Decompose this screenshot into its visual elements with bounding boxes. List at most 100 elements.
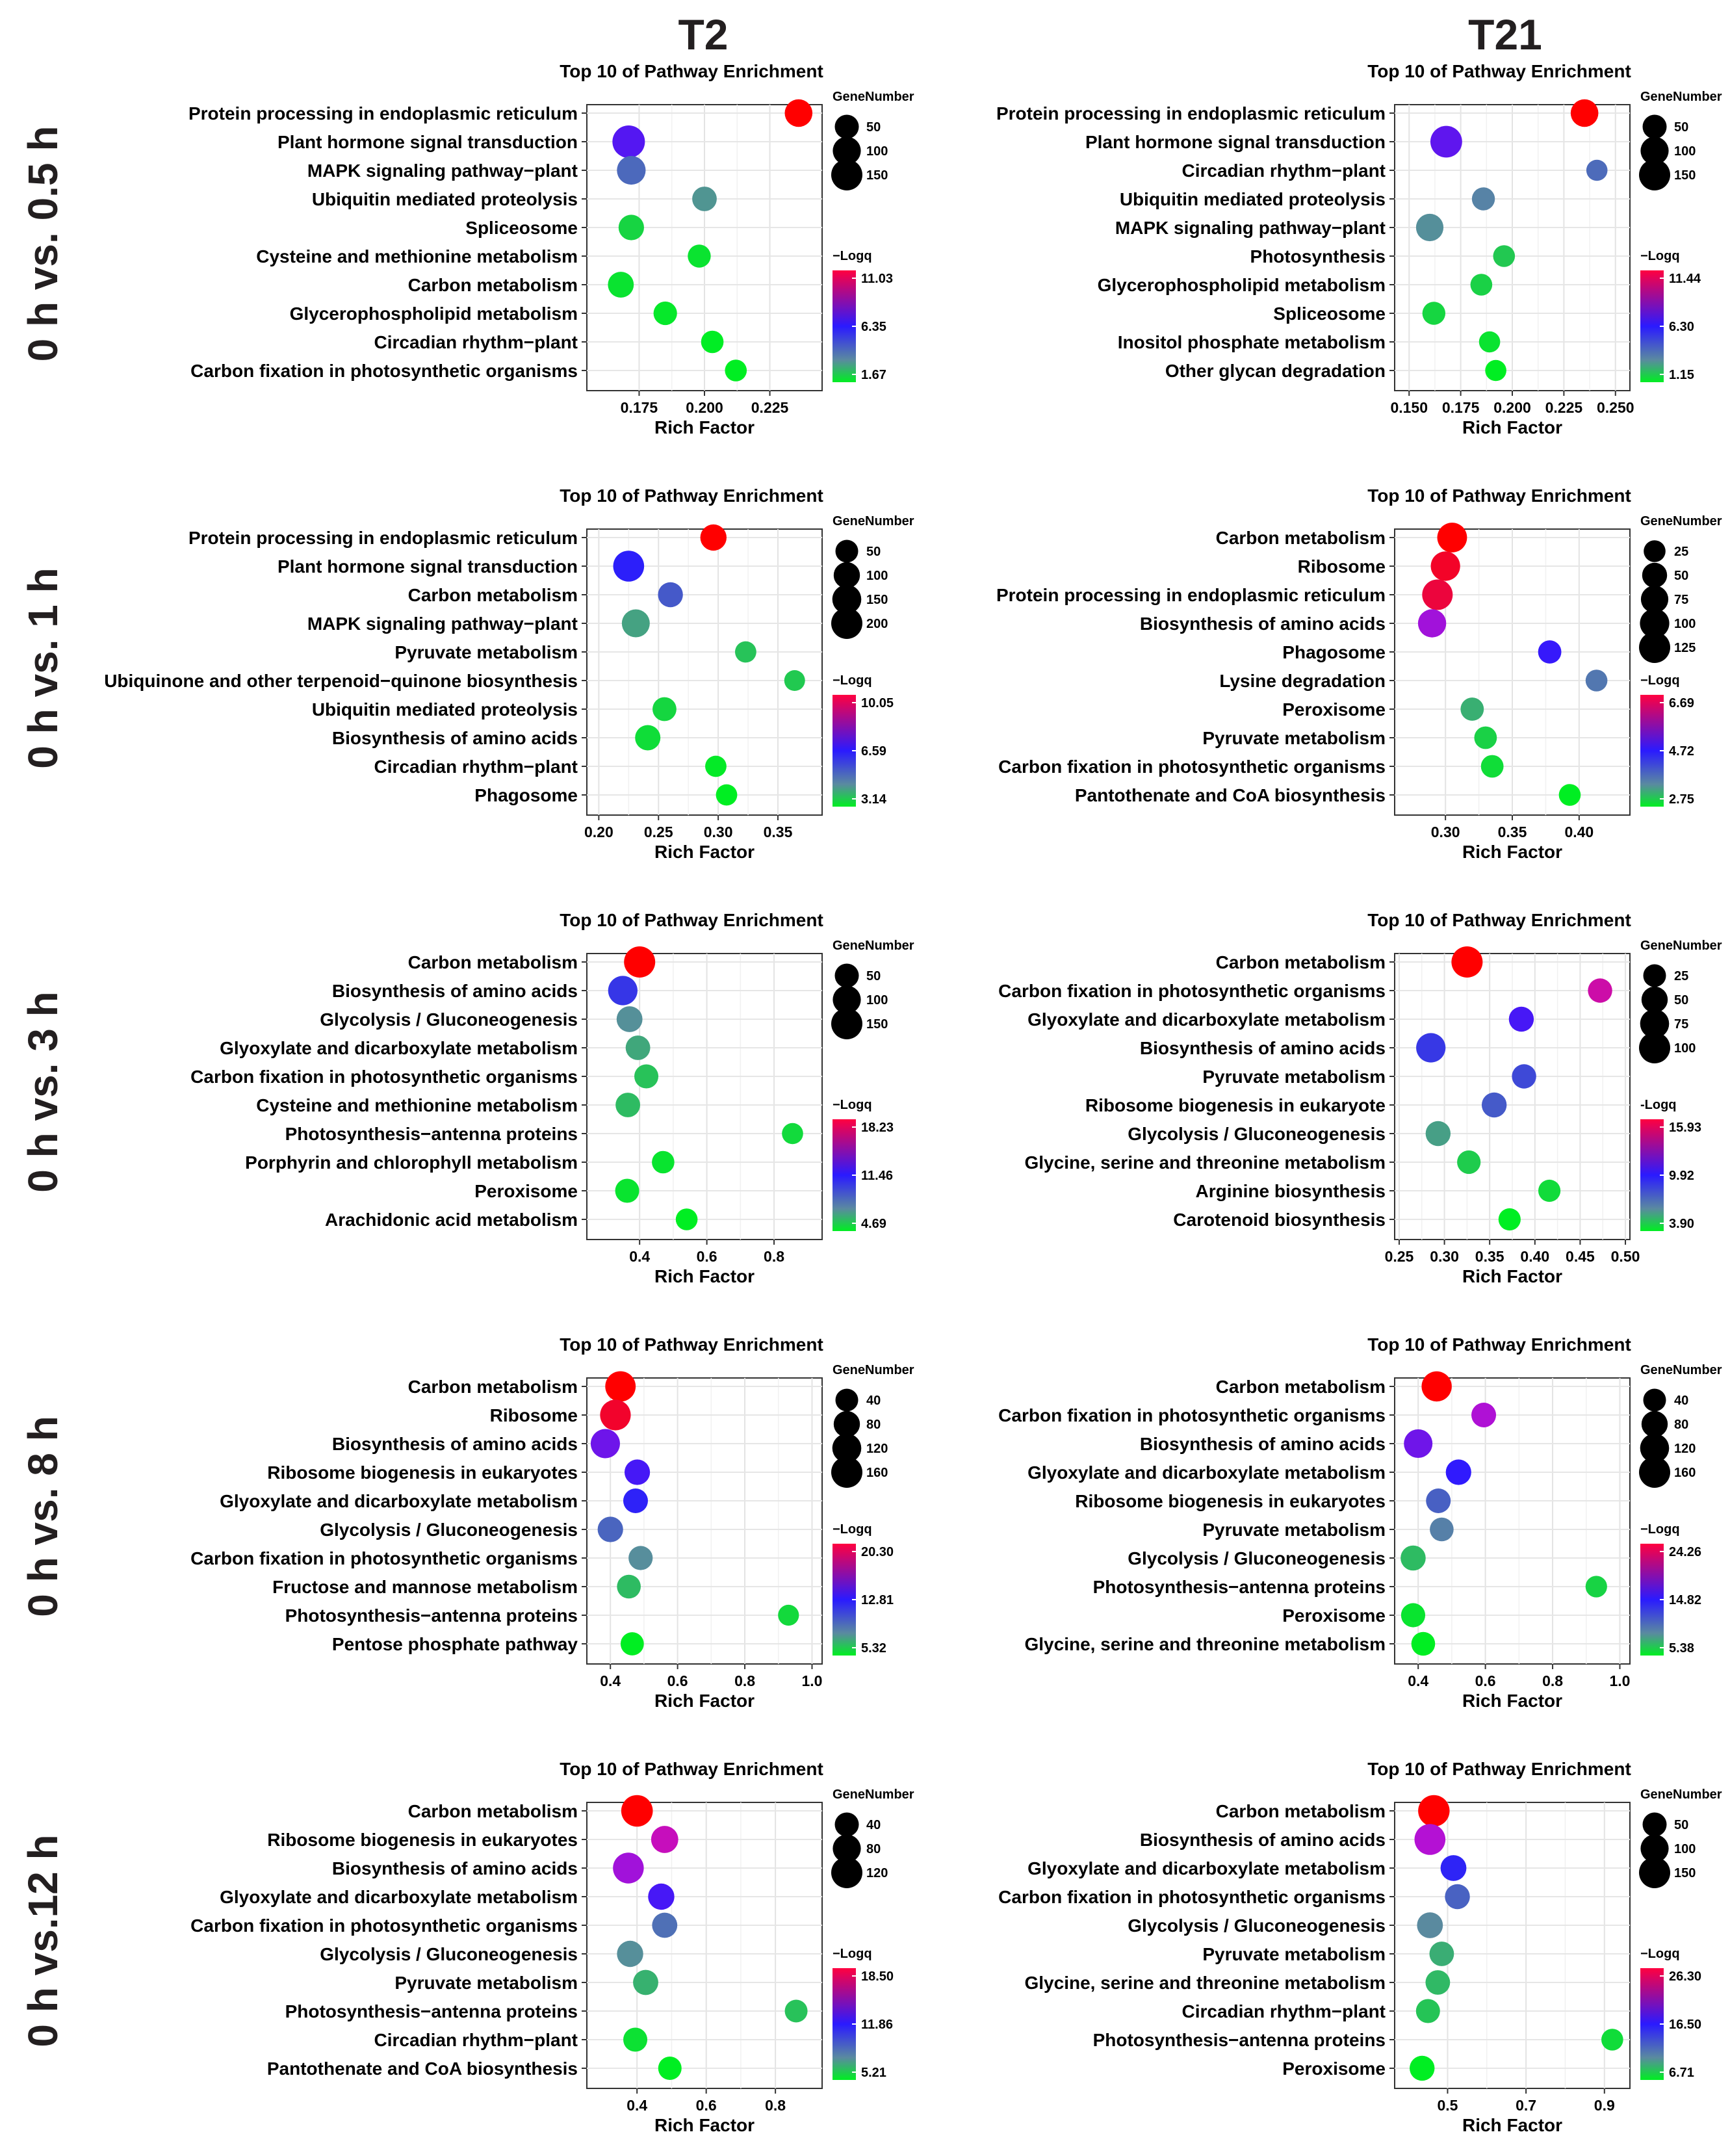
size-legend-label: 80	[866, 1418, 881, 1432]
enrichment-point	[1485, 359, 1506, 382]
size-legend-label: 50	[866, 545, 881, 559]
x-tick-label: 0.20	[584, 824, 613, 840]
size-legend-label: 80	[1674, 1418, 1688, 1432]
size-legend-label: 75	[1674, 1017, 1688, 1032]
enrichment-point	[597, 1516, 623, 1542]
pathway-label: Phagosome	[1282, 642, 1386, 662]
size-legend-dot	[1639, 1857, 1670, 1888]
pathway-label: Circadian rhythm−plant	[1181, 161, 1386, 181]
pathway-label: Glyoxylate and dicarboxylate metabolism	[1027, 1462, 1386, 1483]
enrichment-point	[1538, 1179, 1561, 1202]
row-label: 0 h vs. 3 h	[19, 991, 66, 1192]
size-legend-dot	[834, 1812, 859, 1837]
pathway-label: MAPK signaling pathway−plant	[307, 614, 578, 634]
chart-title: Top 10 of Pathway Enrichment	[560, 486, 823, 506]
size-legend-label: 75	[1674, 593, 1688, 607]
enrichment-point	[1425, 1121, 1451, 1147]
chart-panel: Top 10 of Pathway Enrichment Carbon metab…	[190, 1334, 914, 1711]
pathway-label: Glycine, serine and threonine metabolism	[1025, 1152, 1386, 1173]
enrichment-point	[1429, 1942, 1454, 1966]
enrichment-point	[1457, 1150, 1481, 1175]
pathway-label: Ubiquinone and other terpenoid−quinone b…	[104, 671, 578, 691]
pathway-label: Arachidonic acid metabolism	[325, 1210, 578, 1230]
enrichment-point	[1570, 99, 1599, 127]
pathway-label: Carbon metabolism	[408, 1801, 578, 1821]
pathway-label: Carbon metabolism	[1216, 1801, 1386, 1821]
color-legend-title: −Logq	[1640, 673, 1680, 688]
pathway-label: Glycerophospholipid metabolism	[290, 304, 578, 324]
x-axis-label: Rich Factor	[654, 1691, 755, 1711]
color-legend-title: −Logq	[833, 1098, 872, 1112]
pathway-label: Carbon metabolism	[408, 275, 578, 295]
pathway-label: Peroxisome	[1282, 2059, 1386, 2079]
enrichment-point	[635, 725, 661, 751]
color-legend-title: -Logq	[1640, 1098, 1677, 1112]
pathway-label: Ribosome biogenesis in eukaryotes	[1075, 1491, 1386, 1511]
enrichment-point	[633, 1969, 658, 1995]
row-labels: 0 h vs. 0.5 h 0 h vs. 1 h 0 h vs. 3 h 0 h v…	[19, 126, 66, 2047]
x-tick-label: 0.8	[764, 1248, 784, 1265]
pathway-label: Glycolysis / Gluconeogenesis	[320, 1009, 578, 1030]
enrichment-point	[1460, 697, 1484, 721]
pathway-label: Glyoxylate and dicarboxylate metabolism	[1027, 1858, 1386, 1878]
enrichment-point	[615, 1178, 639, 1203]
pathway-label: Pantothenate and CoA biosynthesis	[267, 2059, 578, 2079]
enrichment-point	[1508, 1006, 1534, 1032]
enrichment-point	[1404, 1429, 1433, 1458]
color-tick-label: 4.69	[861, 1217, 886, 1231]
x-tick-label: 0.30	[704, 824, 733, 840]
x-tick-label: 0.8	[734, 1672, 755, 1689]
chart-panel: Top 10 of Pathway Enrichment Protein proc…	[104, 486, 914, 862]
enrichment-point	[1471, 187, 1495, 211]
color-tick-label: 6.69	[1669, 696, 1694, 710]
enrichment-point	[617, 1574, 641, 1599]
enrichment-point	[1430, 125, 1462, 158]
x-axis-label: Rich Factor	[654, 417, 755, 437]
size-legend-dot	[831, 1857, 862, 1888]
pathway-label: Protein processing in endoplasmic reticu…	[996, 585, 1386, 605]
x-axis-label: Rich Factor	[654, 2115, 755, 2135]
x-tick-label: 0.25	[644, 824, 673, 840]
size-legend-dot	[1640, 608, 1670, 638]
enrichment-point	[1418, 1795, 1450, 1827]
enrichment-point	[688, 244, 711, 268]
size-legend-label: 160	[866, 1466, 888, 1480]
x-tick-label: 0.6	[696, 2097, 717, 2114]
enrichment-point	[734, 641, 756, 663]
pathway-label: Biosynthesis of amino acids	[332, 1434, 578, 1454]
size-legend-title: GeneNumber	[833, 514, 914, 528]
color-tick-label: 10.05	[861, 696, 894, 710]
pathway-label: Carotenoid biosynthesis	[1173, 1210, 1386, 1230]
size-legend-dot	[835, 539, 859, 563]
size-legend-label: 150	[866, 593, 888, 607]
size-legend-label: 150	[1674, 1866, 1696, 1880]
chart-panel: Top 10 of Pathway Enrichment Carbon metab…	[998, 1334, 1722, 1711]
enrichment-point	[1417, 609, 1447, 638]
size-legend-label: 25	[1674, 969, 1688, 983]
pathway-label: Carbon fixation in photosynthetic organi…	[190, 1067, 578, 1087]
enrichment-point	[608, 272, 634, 298]
x-tick-label: 0.225	[1545, 399, 1583, 416]
color-tick-label: 11.46	[861, 1169, 893, 1183]
enrichment-point	[613, 551, 645, 582]
size-legend-label: 40	[866, 1394, 881, 1408]
enrichment-point	[1417, 1912, 1443, 1938]
size-legend-dot	[833, 136, 861, 165]
size-legend-label: 100	[866, 993, 888, 1007]
pathway-label: Protein processing in endoplasmic reticu…	[996, 103, 1386, 123]
enrichment-point	[1480, 755, 1504, 778]
pathway-label: Ribosome biogenesis in eukaryote	[1085, 1095, 1386, 1115]
enrichment-point	[1414, 1824, 1446, 1855]
size-legend-dot	[1640, 1009, 1670, 1039]
enrichment-point	[612, 125, 645, 158]
color-tick-label: 3.14	[861, 792, 887, 807]
pathway-label: Photosynthesis−antenna proteins	[1093, 1577, 1386, 1597]
color-legend-title: −Logq	[833, 1522, 872, 1537]
enrichment-point	[1493, 245, 1516, 267]
size-legend-dot	[1640, 1834, 1669, 1863]
size-legend-title: GeneNumber	[833, 90, 914, 104]
pathway-label: Biosynthesis of amino acids	[332, 981, 578, 1001]
size-legend-label: 100	[1674, 617, 1696, 631]
enrichment-point	[700, 524, 727, 551]
